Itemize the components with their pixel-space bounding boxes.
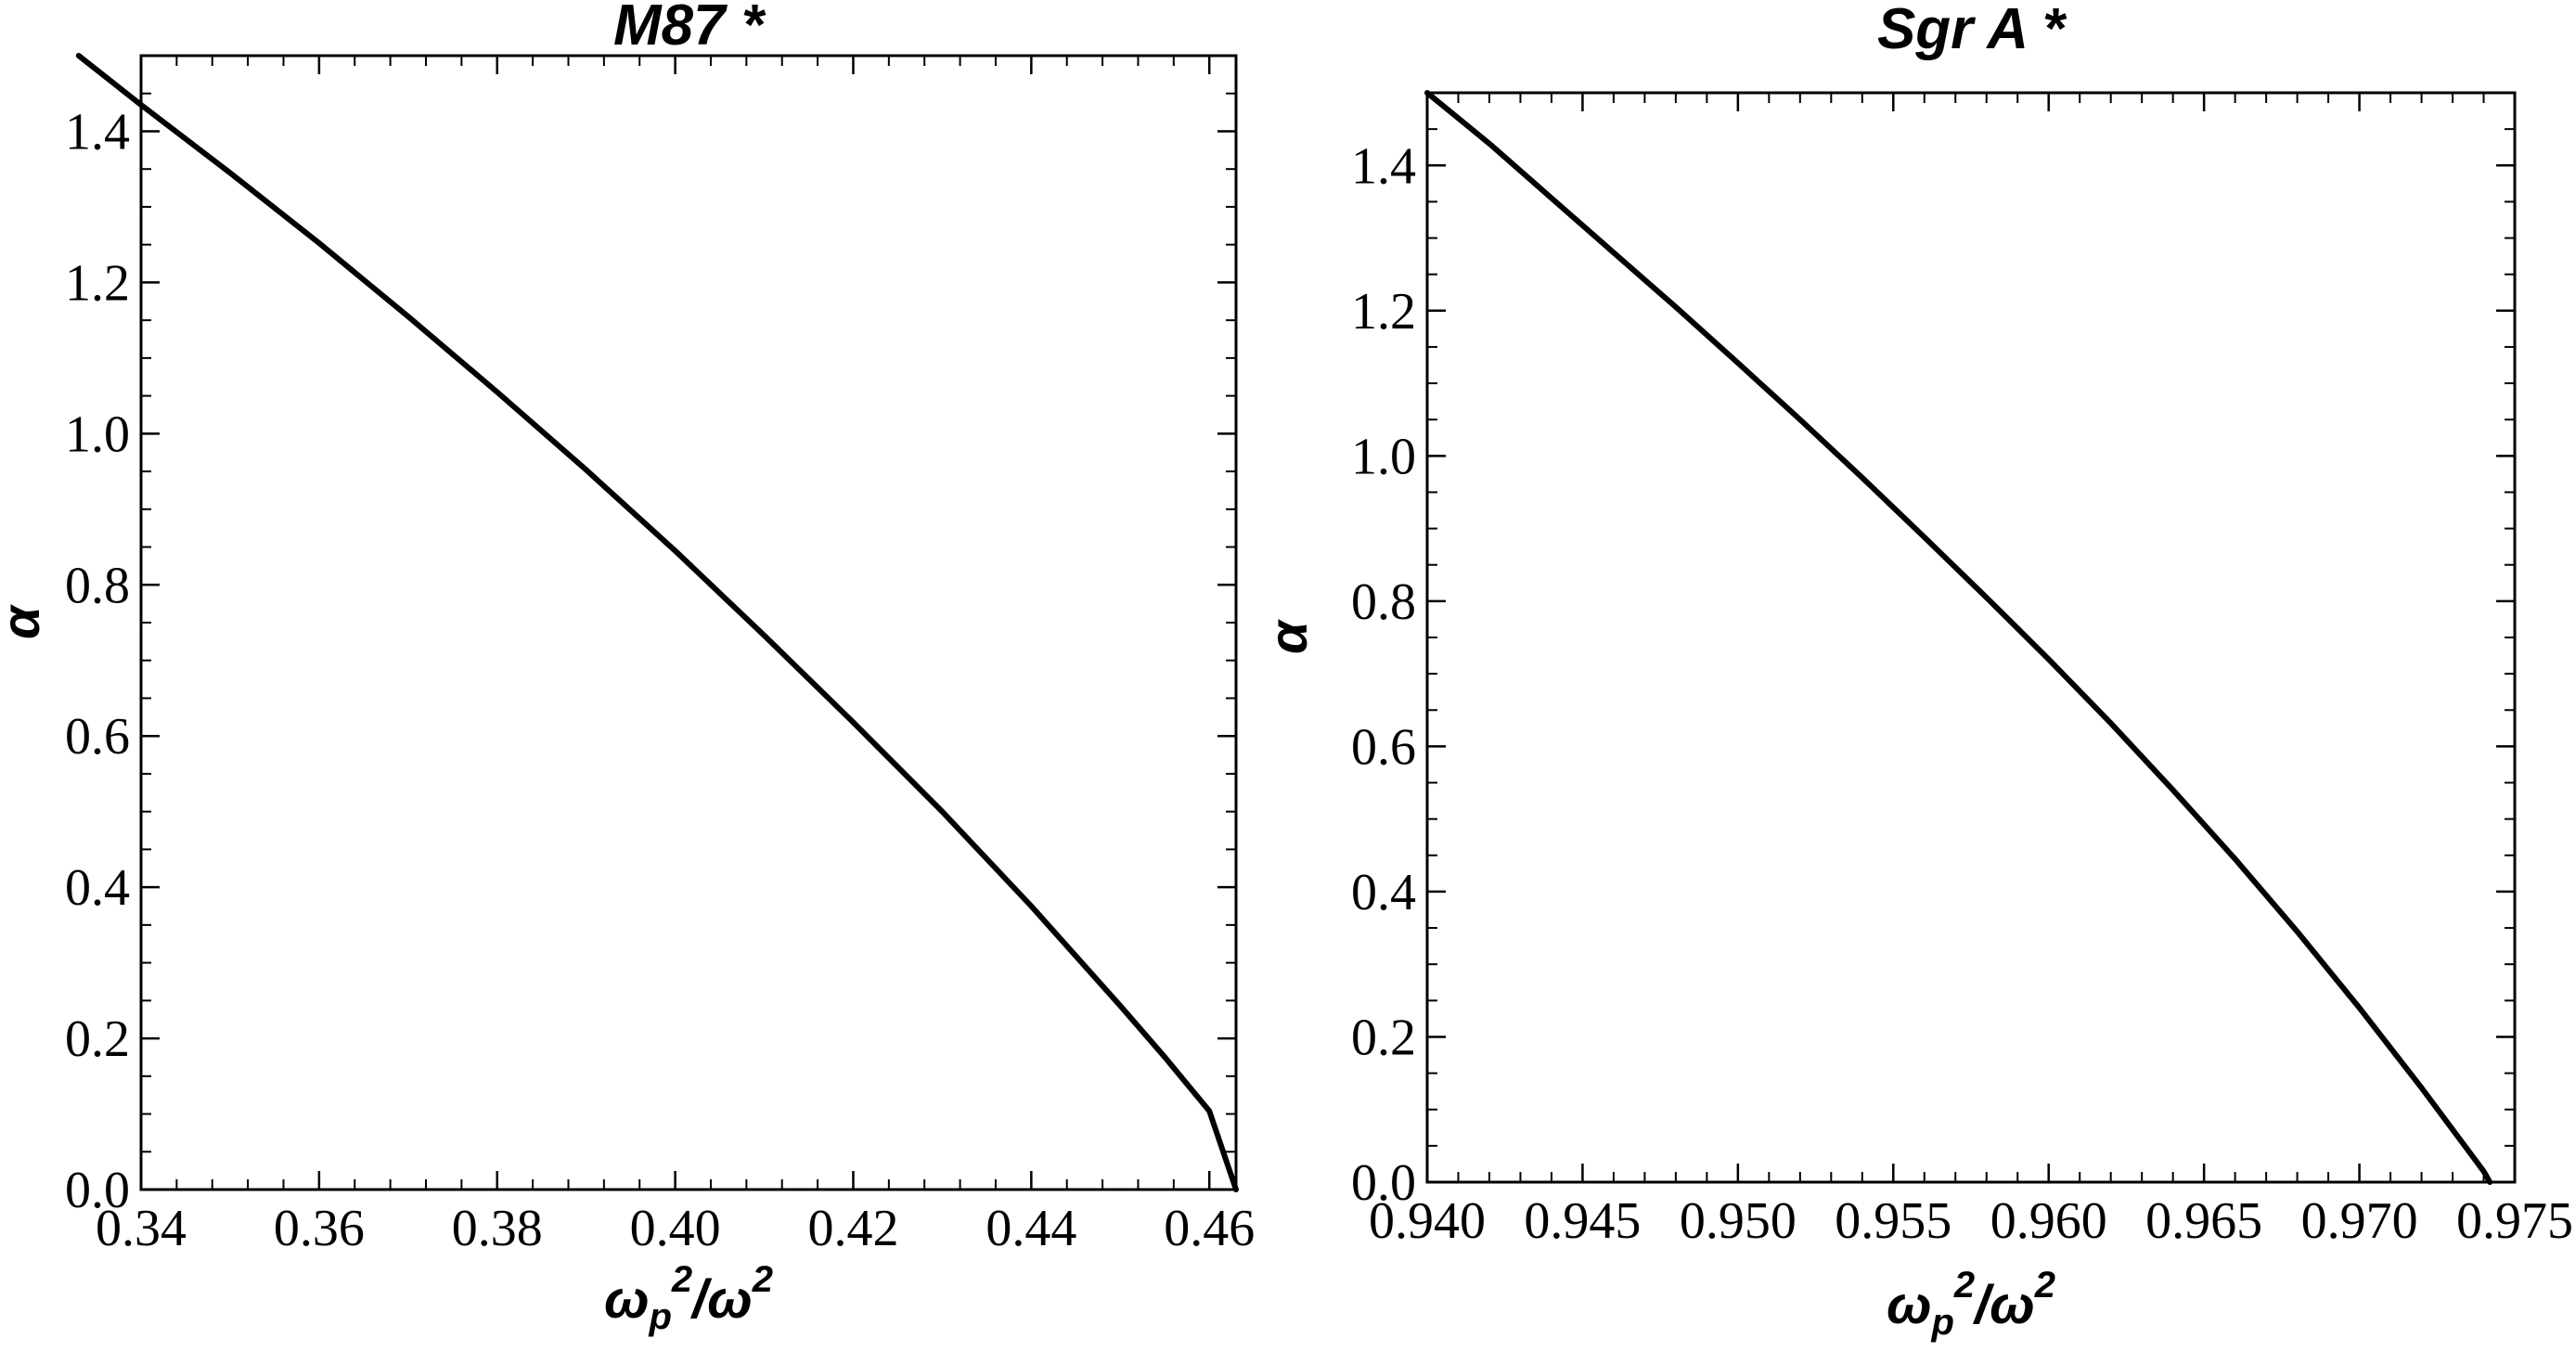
- y-tick-label: 0.0: [65, 1162, 130, 1219]
- y-tick-label: 0.8: [65, 557, 130, 614]
- y-tick-label: 1.2: [1351, 283, 1416, 341]
- y-axis-label: α: [1258, 619, 1319, 654]
- x-tick-label: 0.975: [2456, 1192, 2573, 1250]
- x-tick-label: 0.40: [630, 1200, 721, 1257]
- x-tick-labels: 0.940 0.945 0.950 0.955 0.960 0.965 0.970 0.975: [1369, 1192, 2573, 1250]
- y-tick-label: 1.0: [1351, 428, 1416, 485]
- series-line-alpha: [1424, 90, 2493, 1185]
- y-tick-label: 0.4: [1351, 864, 1416, 921]
- x-axis-label: ωp2/ω2: [604, 1259, 773, 1337]
- y-tick-label: 0.2: [1351, 1009, 1416, 1066]
- x-tick-label: 0.950: [1680, 1192, 1797, 1250]
- y-tick-labels: 0.0 0.2 0.4 0.6 0.8 1.0 1.2 1.4: [1351, 137, 1416, 1212]
- x-tick-label: 0.46: [1164, 1200, 1255, 1257]
- y-tick-label: 0.8: [1351, 573, 1416, 631]
- axis-ticks: [1425, 92, 2517, 1184]
- y-tick-label: 0.2: [65, 1010, 130, 1068]
- y-tick-label: 0.6: [1351, 718, 1416, 776]
- x-tick-label: 0.940: [1369, 1192, 1486, 1250]
- x-tick-label: 0.965: [2145, 1192, 2262, 1250]
- x-tick-label: 0.42: [807, 1200, 898, 1257]
- axis-ticks: [139, 55, 1236, 1191]
- x-tick-label: 0.38: [452, 1200, 543, 1257]
- plot-frame: [1425, 91, 2517, 1184]
- y-tick-label: 1.2: [65, 254, 130, 312]
- y-tick-label: 1.4: [1351, 137, 1416, 195]
- y-tick-labels: 0.0 0.2 0.4 0.6 0.8 1.0 1.2 1.4: [65, 103, 130, 1219]
- y-tick-label: 0.6: [65, 708, 130, 766]
- y-axis-label: α: [0, 604, 51, 639]
- chart-sgr-a: Sgr A * 0.940 0.945 0.950 0.955 0.960 0.965 0.…: [1258, 0, 2573, 1343]
- x-tick-labels: 0.34 0.36 0.38 0.40 0.42 0.44 0.46: [96, 1200, 1255, 1257]
- chart-m87: M87 * 0.34 0.36 0.38 0.40 0.42 0.44 0.46 0.00.…: [0, 0, 1255, 1337]
- x-tick-label: 0.945: [1524, 1192, 1641, 1250]
- x-tick-label: 0.44: [985, 1200, 1076, 1257]
- y-tick-label: 1.4: [65, 103, 130, 161]
- y-tick-label: 0.4: [65, 859, 130, 917]
- y-tick-label: 0.0: [1351, 1154, 1416, 1212]
- x-tick-label: 0.955: [1835, 1192, 1951, 1250]
- x-tick-label: 0.34: [96, 1200, 187, 1257]
- chart-title: M87 *: [613, 0, 766, 58]
- x-axis-label: ωp2/ω2: [1887, 1265, 2055, 1343]
- chart-title: Sgr A *: [1877, 0, 2067, 61]
- y-tick-label: 1.0: [65, 405, 130, 463]
- x-tick-label: 0.970: [2301, 1192, 2418, 1250]
- series-line-alpha: [75, 53, 1239, 1192]
- x-tick-label: 0.36: [274, 1200, 365, 1257]
- x-tick-label: 0.960: [1990, 1192, 2107, 1250]
- plot-frame: [139, 54, 1238, 1191]
